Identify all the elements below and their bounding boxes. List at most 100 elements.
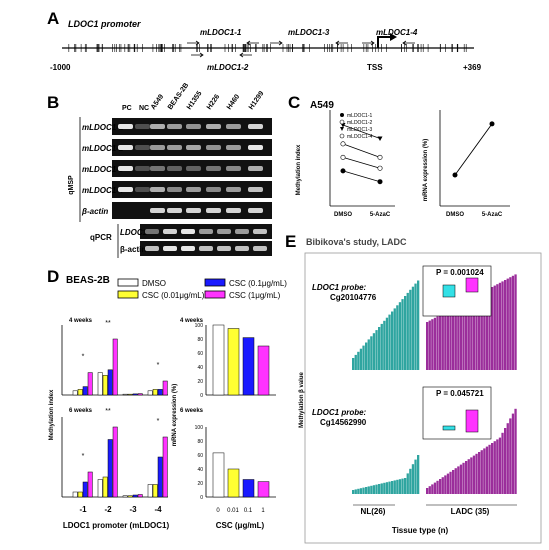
e-nl-bar (398, 479, 402, 494)
e-nl-bar (388, 481, 391, 494)
d-bar (97, 479, 103, 498)
lane-label: H1355 (186, 90, 204, 111)
e-ladc-bar (498, 437, 502, 494)
cpg-ticks (68, 44, 467, 52)
e-nl-bar (359, 488, 363, 494)
d-week-4r: 4 weeks (180, 318, 204, 324)
d-mrna-bar (227, 468, 240, 498)
gel-band (186, 187, 201, 192)
e-nl-bar (365, 342, 368, 370)
e-ladc-bar (465, 301, 468, 370)
qpcr-label: qPCR (90, 233, 112, 242)
e-nl-bar (417, 280, 420, 370)
d-xtick-right: 0.1 (244, 508, 253, 514)
gel-band (206, 187, 221, 192)
gel-band (253, 246, 267, 251)
gel-band (135, 124, 150, 129)
gel-band (235, 229, 249, 234)
e-ladc-bar (496, 284, 499, 370)
e-nl-bar (414, 459, 417, 494)
panel-a-title: LDOC1 promoter (68, 19, 141, 29)
c-left-x1: 5-AzaC (370, 212, 391, 218)
e-nl-bar (354, 489, 357, 494)
gel-row-label: mLDOC1-1 (82, 123, 124, 132)
e-xlabel: Tissue type (n) (392, 526, 449, 535)
d-bar (112, 338, 118, 396)
e-ladc-bar (509, 418, 512, 494)
panel-c-letter: C (288, 93, 300, 112)
qpcr-row-label: LDOC1 (120, 228, 148, 237)
e-nl-bar (352, 490, 355, 494)
gel-band (206, 124, 221, 129)
d-xtick-left: -4 (154, 505, 162, 514)
d-xlabel-right: CSC (μg/mL) (216, 521, 265, 530)
e-ladc-bar (480, 292, 483, 370)
gel-band (145, 246, 159, 251)
gel-band (248, 187, 263, 192)
gel-band (181, 229, 195, 234)
panel-c-ylabel-right: mRNA expression (%) (423, 139, 429, 201)
gel-band (150, 145, 165, 150)
e-ladc-bar (439, 315, 442, 370)
c-point (377, 136, 383, 141)
gel-band (226, 145, 241, 150)
e-ladc-bar (501, 281, 504, 370)
d-week-6r: 6 weeks (180, 408, 204, 414)
gel-band (135, 145, 150, 150)
c-mrna-line (454, 123, 493, 176)
d-bar (82, 481, 88, 498)
e-nl-bar (393, 480, 396, 494)
lane-label: H1299 (248, 90, 266, 111)
e-nl-bar (354, 354, 357, 370)
c-point (377, 154, 383, 160)
e-ladc-bar (472, 296, 476, 370)
gel-band (235, 246, 249, 251)
gel-band (163, 246, 177, 251)
e-ladc-bar (446, 310, 450, 370)
d-mrna-bar (212, 324, 225, 396)
panel-d-title: BEAS-2B (66, 275, 110, 286)
gel-band (167, 124, 182, 129)
e-ladc-bar (462, 462, 465, 494)
e-nl-bar (380, 483, 383, 494)
e-ladc-bar (441, 477, 444, 494)
d-ytick-right: 100 (195, 323, 204, 329)
e-ladc-bar (511, 275, 515, 370)
e-ladc-bar (444, 475, 447, 494)
d-bar (107, 369, 113, 396)
d-xtick-left: -3 (129, 505, 137, 514)
d-bar (107, 439, 113, 498)
d-bar (87, 471, 93, 498)
c-legend-4: mLDOC1-4 (347, 134, 373, 140)
d-sig-mark: ** (105, 320, 111, 327)
panel-a-letter: A (47, 9, 59, 28)
d-legend-2: CSC (0.01μg/mL) (142, 291, 205, 300)
d-ytick-right: 80 (197, 439, 203, 445)
e-ladc-bar (452, 470, 455, 494)
d-sig-mark: * (157, 418, 160, 425)
e-ladc-bar (444, 312, 447, 370)
e-nl-bar (378, 484, 381, 494)
e-nl-bar (359, 348, 363, 370)
gel-band (186, 166, 201, 171)
tss-arrowhead-icon (390, 33, 397, 41)
d-xtick-right: 0 (216, 508, 220, 514)
d-bar (77, 389, 83, 396)
panel-c-left-plot (329, 110, 395, 207)
panel-a: A LDOC1 promoter mLDOC1-1 mLDOC1-2 mLDOC… (47, 9, 482, 72)
e-ladc-bar (488, 444, 491, 494)
gel-row-label: mLDOC1-2 (82, 144, 124, 153)
d-ytick-right: 60 (197, 453, 203, 459)
e-nl-bar (411, 464, 415, 494)
lane-label: H226 (206, 93, 221, 111)
panel-e-frame (304, 252, 542, 544)
primer-label-2: mLDOC1-2 (207, 63, 249, 72)
d-week-6: 6 weeks (69, 408, 93, 414)
e-ladc-bar (501, 432, 504, 494)
gel-row-label: mLDOC1-3 (82, 165, 124, 174)
e-ladc-bar (504, 428, 507, 494)
gel-band (181, 246, 195, 251)
gel-band (199, 246, 213, 251)
